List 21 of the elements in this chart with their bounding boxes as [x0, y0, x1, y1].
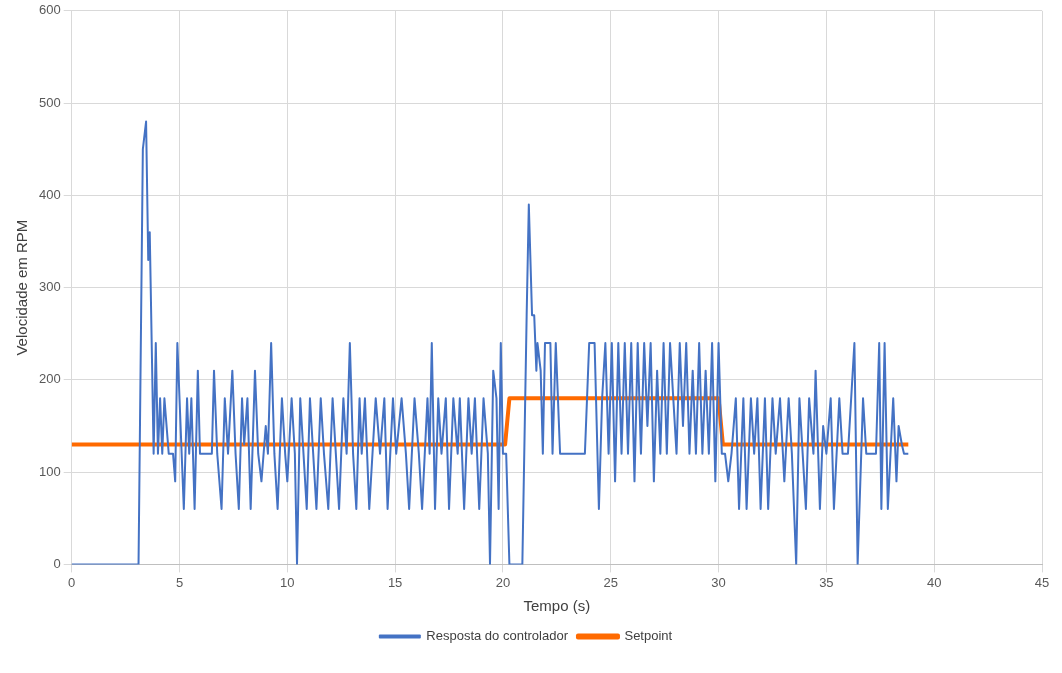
y-tick-label: 400 [38, 186, 61, 202]
x-tick-label: 10 [280, 574, 295, 590]
y-tick-label: 200 [38, 371, 61, 387]
x-tick-label: 15 [387, 574, 403, 590]
x-tick-label: 20 [495, 574, 511, 590]
x-tick-label: 25 [603, 574, 618, 590]
x-tick-label: 45 [1034, 574, 1050, 590]
x-tick-label: 40 [926, 574, 942, 590]
y-tick-label: 100 [38, 463, 61, 479]
x-tick-label: 5 [175, 574, 184, 590]
x-tick-label: 30 [711, 574, 726, 590]
x-tick-label: 35 [819, 574, 834, 590]
y-tick-label: 0 [53, 555, 61, 571]
y-tick-label: 600 [38, 2, 61, 18]
x-axis-title: Tempo (s) [523, 597, 591, 615]
y-tick-label: 300 [38, 279, 61, 295]
legend-label: Setpoint [624, 628, 673, 644]
y-axis-title: Velocidade em RPM [13, 219, 31, 356]
x-tick-label: 0 [68, 574, 76, 590]
y-tick-label: 500 [38, 94, 61, 110]
legend-label: Resposta do controlador [426, 628, 569, 644]
